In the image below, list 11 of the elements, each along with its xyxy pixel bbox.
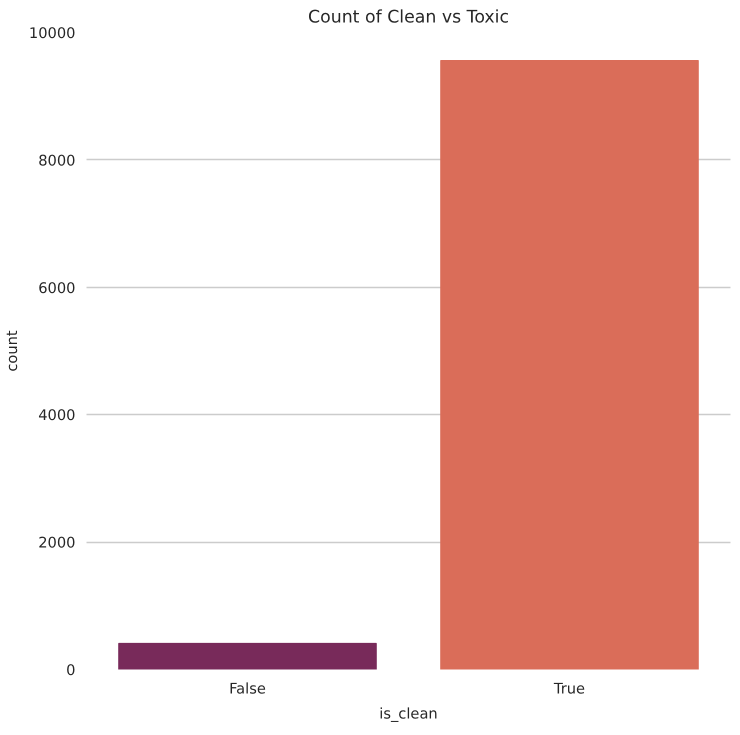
x-tick-label: False: [229, 680, 266, 698]
y-axis-title: count: [4, 330, 21, 372]
x-axis-title: is_clean: [379, 706, 438, 722]
y-tick-label: 6000: [38, 280, 76, 297]
y-tick-label: 0: [66, 662, 76, 679]
y-tick-label: 2000: [38, 534, 76, 552]
y-tick-label: 10000: [28, 25, 76, 42]
y-tick-label: 8000: [38, 152, 76, 170]
x-tick-label: True: [552, 680, 586, 698]
y-tick-label: 4000: [38, 407, 76, 424]
chart-title: Count of Clean vs Toxic: [308, 8, 509, 28]
